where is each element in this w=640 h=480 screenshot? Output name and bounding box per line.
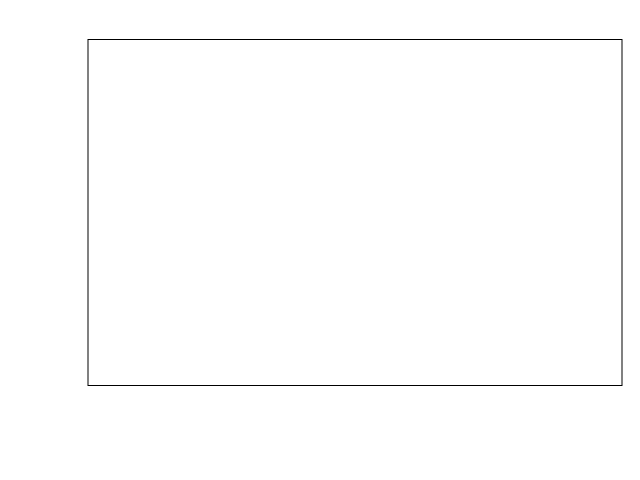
plot-border [87,39,623,386]
